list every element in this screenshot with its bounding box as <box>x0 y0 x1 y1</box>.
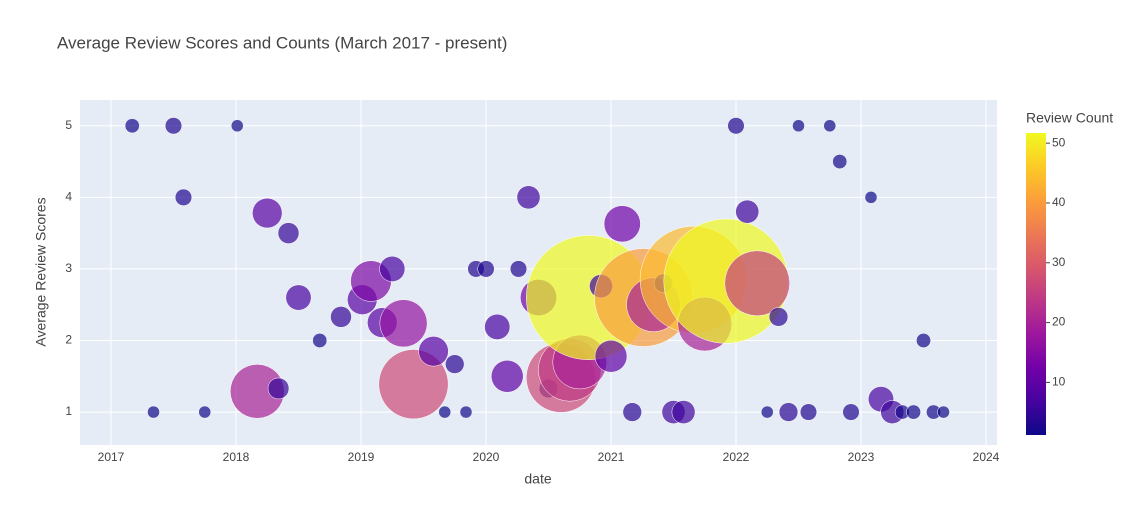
chart-title: Average Review Scores and Counts (March … <box>57 33 507 52</box>
x-tick-label: 2020 <box>473 450 500 464</box>
bubble <box>252 197 283 229</box>
bubble <box>937 405 950 419</box>
bubble <box>230 119 244 133</box>
bubble <box>379 299 428 348</box>
bubble <box>516 185 541 210</box>
bubble <box>174 188 193 206</box>
bubble <box>312 333 328 348</box>
bubble <box>330 306 352 328</box>
bubble <box>164 117 183 135</box>
colorbar-tick-label: 40 <box>1052 195 1066 209</box>
bubble <box>916 333 931 348</box>
x-tick-label: 2021 <box>598 450 625 464</box>
bubble <box>438 405 452 419</box>
colorbar-tick-label: 10 <box>1052 375 1066 389</box>
bubble <box>594 339 628 373</box>
bubble <box>864 190 878 204</box>
bubble <box>792 119 805 133</box>
colorbar-tick-label: 30 <box>1052 255 1066 269</box>
bubble <box>378 349 449 420</box>
colorbar-title: Review Count <box>1026 110 1113 126</box>
bubble <box>477 260 495 278</box>
bubble <box>778 402 799 422</box>
bubble <box>491 360 524 393</box>
bubble <box>671 400 696 424</box>
x-tick-label: 2022 <box>723 450 750 464</box>
bubble <box>906 404 921 420</box>
bubble <box>799 403 818 421</box>
bubble <box>823 119 837 133</box>
bubble <box>267 377 290 400</box>
bubble <box>124 118 140 134</box>
y-tick-label: 1 <box>65 404 72 418</box>
colorbar <box>1026 133 1046 435</box>
bubble <box>198 405 212 419</box>
y-tick-label: 3 <box>65 261 72 275</box>
bubble <box>285 284 312 311</box>
bubble <box>445 354 465 374</box>
bubble <box>727 117 745 135</box>
bubble <box>459 405 473 419</box>
y-tick-label: 4 <box>65 190 72 204</box>
bubble <box>842 403 860 421</box>
y-tick-label: 2 <box>65 333 72 347</box>
bubble <box>277 222 300 244</box>
x-tick-label: 2017 <box>98 450 125 464</box>
bubble <box>603 205 641 243</box>
x-tick-label: 2018 <box>223 450 250 464</box>
x-tick-label: 2023 <box>848 450 875 464</box>
bubble <box>832 154 848 170</box>
x-tick-label: 2019 <box>348 450 375 464</box>
x-axis-label: date <box>524 471 551 487</box>
colorbar-tick-label: 50 <box>1052 135 1066 149</box>
bubble <box>509 260 528 278</box>
bubble <box>768 307 789 327</box>
bubble <box>760 405 774 419</box>
colorbar-tick-label: 20 <box>1052 315 1066 329</box>
bubble <box>379 255 406 282</box>
bubble <box>418 336 449 367</box>
bubble <box>724 250 790 316</box>
bubble <box>735 199 760 224</box>
y-tick-label: 5 <box>65 118 72 132</box>
bubble <box>622 402 642 422</box>
x-tick-label: 2024 <box>973 450 1000 464</box>
bubble <box>484 313 511 340</box>
y-axis-label: Average Review Scores <box>33 197 49 346</box>
bubble <box>147 405 160 419</box>
